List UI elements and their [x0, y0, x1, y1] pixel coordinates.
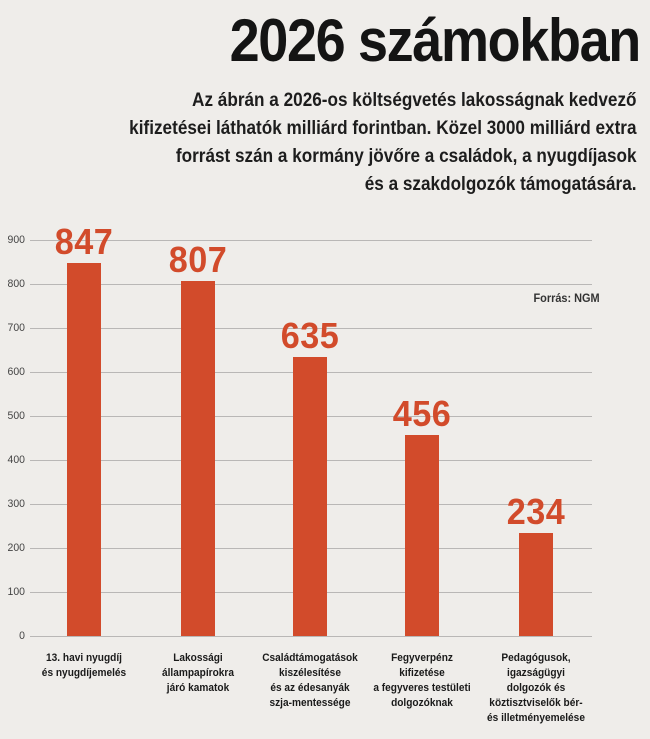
y-axis-tick-label: 100 — [7, 586, 25, 598]
category-line: dolgozóknak — [391, 697, 453, 709]
bar — [519, 533, 553, 636]
category-line: Lakossági — [173, 652, 223, 664]
bar — [405, 435, 439, 636]
gridline — [30, 328, 592, 329]
gridline — [30, 284, 592, 285]
subtitle-line: Az ábrán a 2026-os költségvetés lakosság… — [192, 89, 637, 111]
category-line: és illetményemelése — [487, 712, 585, 724]
category-line: állampapírokra — [161, 667, 234, 679]
bar — [67, 263, 101, 636]
y-axis-tick-label: 600 — [7, 366, 25, 378]
y-axis-tick-label: 0 — [19, 630, 25, 642]
subtitle-line: forrást szán a kormány jövőre a családok… — [176, 145, 637, 167]
source-label: Forrás: NGM — [533, 293, 600, 305]
category-line: szja-mentessége — [269, 697, 351, 709]
y-axis-tick-label: 300 — [7, 498, 25, 510]
bar — [293, 357, 327, 636]
subtitle-line: és a szakdolgozók támogatására. — [365, 173, 637, 195]
category-line: kifizetése — [399, 667, 445, 679]
category-line: igazságügyi — [507, 667, 565, 679]
subtitle-line: kifizetései láthatók milliárd forintban.… — [129, 117, 637, 139]
y-axis-tick-label: 700 — [7, 322, 25, 334]
bar-value-label: 635 — [280, 315, 340, 356]
category-line: 13. havi nyugdíj — [46, 652, 122, 664]
category-line: köztisztviselők bér- — [489, 697, 583, 709]
category-line: Családtámogatások — [262, 652, 358, 664]
y-axis-tick-label: 400 — [7, 454, 25, 466]
y-axis-tick-label: 800 — [7, 278, 25, 290]
bar-value-label: 807 — [168, 239, 228, 280]
category-line: kiszélesítése — [279, 667, 341, 679]
category-line: a fegyveres testületi — [373, 682, 471, 694]
category-line: Pedagógusok, — [501, 652, 571, 664]
bar-value-label: 847 — [54, 221, 114, 262]
gridline — [30, 240, 592, 241]
category-line: dolgozók és — [506, 682, 566, 694]
x-axis-category-label: Családtámogatások kiszélesítése és az édes… — [253, 651, 367, 711]
page-title: 2026 számokban — [229, 7, 642, 74]
x-axis-category-label: Lakossági állampapírokra járó kamatok — [141, 651, 255, 696]
gridline — [30, 636, 592, 637]
category-line: és az édesanyák — [270, 682, 350, 694]
bar-value-label: 234 — [506, 491, 566, 532]
chart-subtitle: Az ábrán a 2026-os költségvetés lakosság… — [130, 86, 637, 198]
bar-value-label: 456 — [392, 393, 452, 434]
y-axis-tick-label: 900 — [7, 234, 25, 246]
category-line: Fegyverpénz — [391, 652, 453, 664]
category-line: és nyugdíjemelés — [41, 667, 127, 679]
x-axis-category-label: Fegyverpénz kifizetése a fegyveres testüle… — [365, 651, 479, 711]
y-axis-tick-label: 500 — [7, 410, 25, 422]
x-axis-category-label: Pedagógusok, igazságügyi dolgozók és köztis… — [479, 651, 593, 726]
y-axis-tick-label: 200 — [7, 542, 25, 554]
category-line: járó kamatok — [166, 682, 230, 694]
bar — [181, 281, 215, 636]
x-axis-category-label: 13. havi nyugdíj és nyugdíjemelés — [27, 651, 141, 681]
